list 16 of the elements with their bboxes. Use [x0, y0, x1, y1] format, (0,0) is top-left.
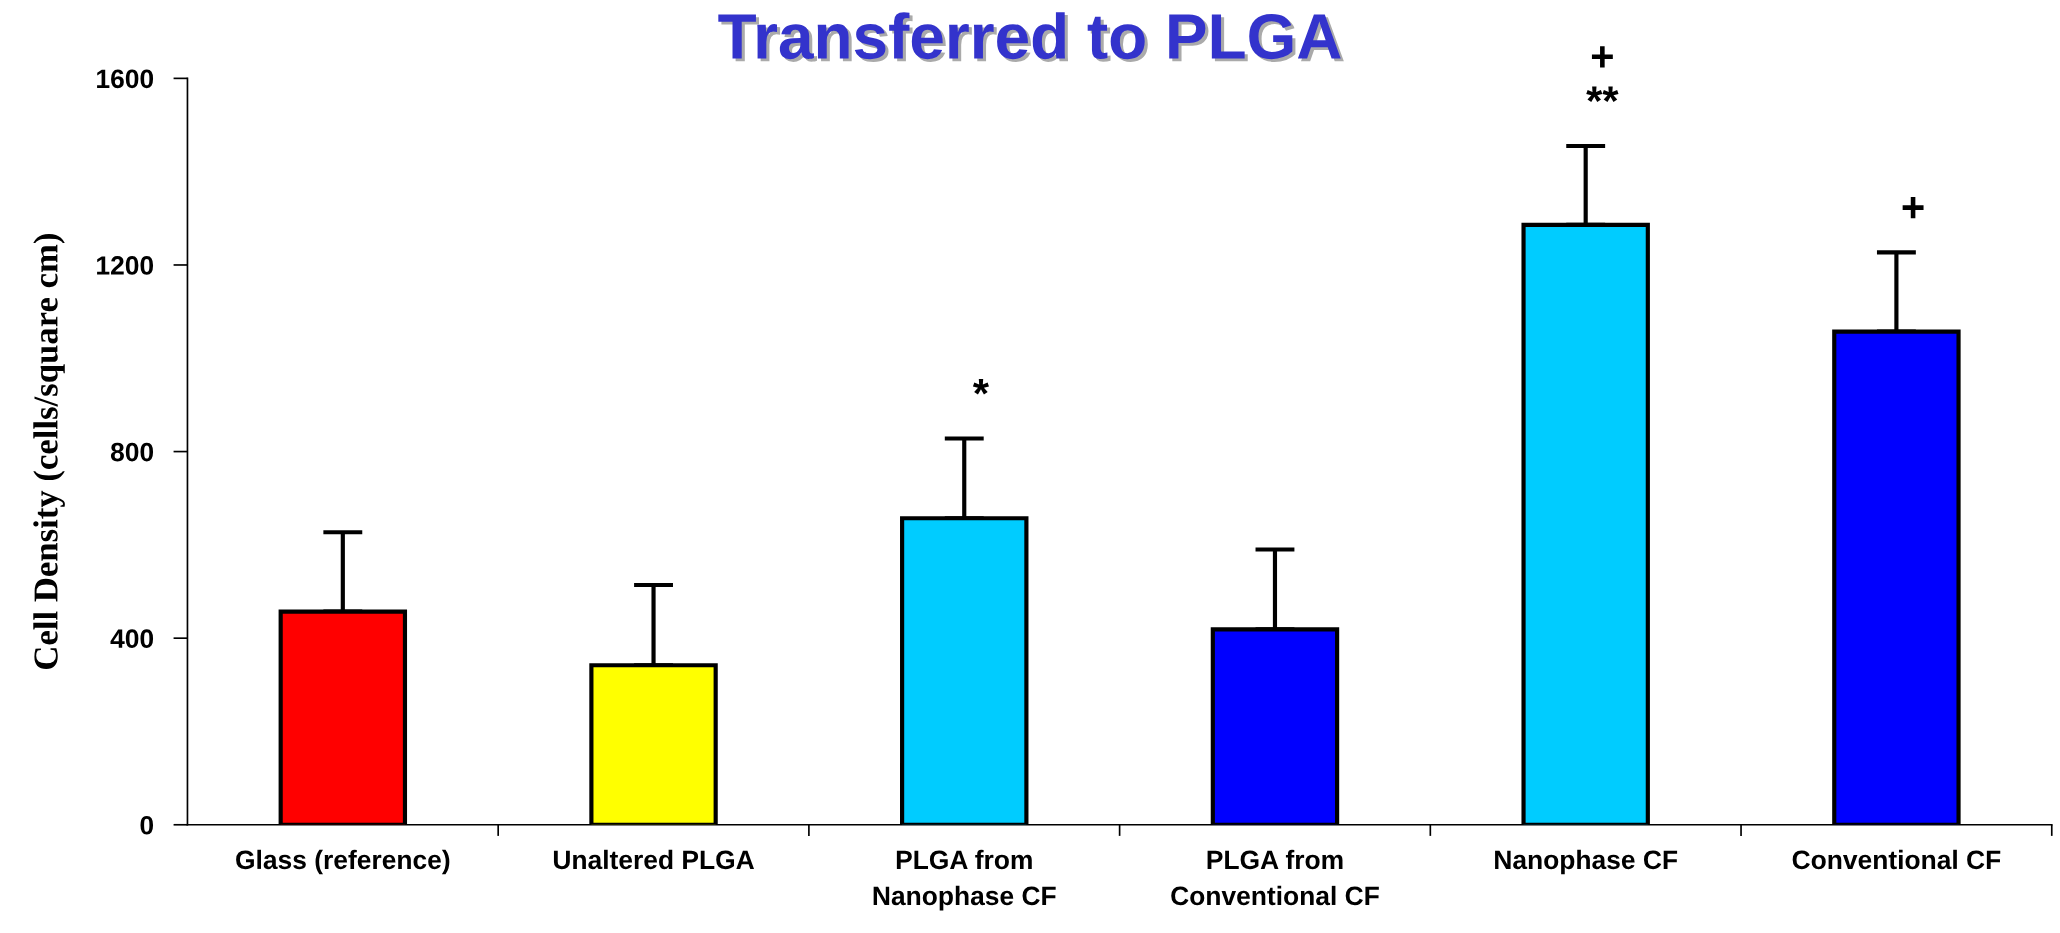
- x-tick-label: Unaltered PLGA: [553, 849, 755, 870]
- annotation: +: [1902, 197, 1924, 219]
- annotation: +: [1591, 46, 1613, 68]
- x-tick-label: PLGA from Conventional CF: [1171, 849, 1379, 906]
- y-tick-label: 1200: [97, 256, 154, 275]
- y-tick-label: 400: [110, 629, 154, 648]
- annotation: *: [972, 378, 989, 395]
- y-axis-title: Cell Density (cells/square cm): [33, 234, 65, 669]
- y-tick-label: 800: [110, 442, 154, 462]
- x-tick-label: Glass (reference): [236, 849, 450, 875]
- x-tick-label: PLGA from Nanophase CF: [873, 849, 1056, 911]
- annotation: **: [1586, 86, 1619, 102]
- y-tick-label: 1600: [97, 69, 154, 89]
- y-tick-label: 0: [140, 815, 154, 835]
- x-tick-label: Nanophase CF: [1495, 849, 1678, 875]
- x-tick-label: Conventional CF: [1792, 849, 2001, 870]
